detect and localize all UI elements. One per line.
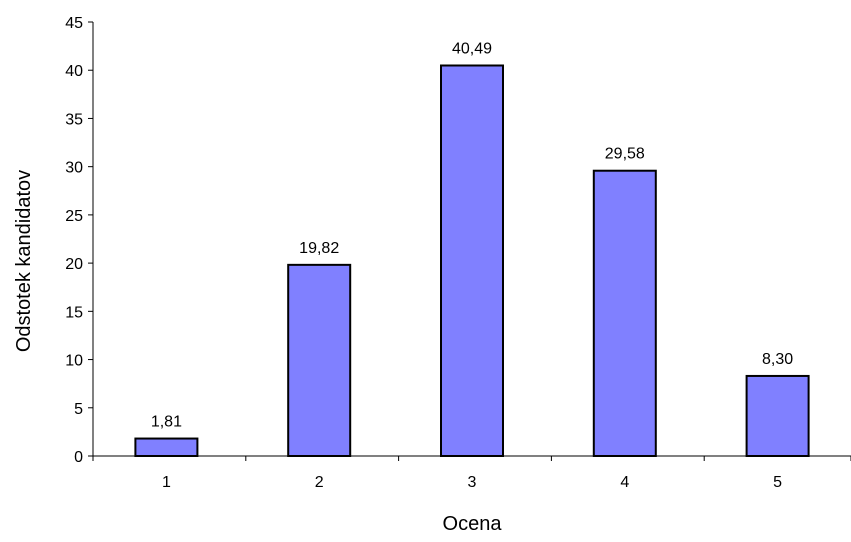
x-axis-title: Ocena — [443, 513, 503, 535]
data-label: 8,30 — [762, 351, 793, 368]
x-tick-label: 2 — [315, 474, 324, 491]
y-tick-label: 20 — [65, 256, 83, 273]
y-tick-label: 25 — [65, 208, 83, 225]
y-tick-label: 0 — [74, 449, 83, 466]
y-tick-label: 40 — [65, 63, 83, 80]
bar — [745, 374, 810, 457]
data-label: 29,58 — [605, 146, 645, 163]
y-tick-label: 45 — [65, 15, 83, 32]
bar — [134, 437, 199, 457]
y-tick-label: 5 — [74, 401, 83, 418]
y-ticks: 0 5 10 15 20 25 30 35 40 45 — [65, 15, 93, 466]
data-label: 1,81 — [151, 414, 182, 431]
x-tick-label: 1 — [162, 474, 171, 491]
data-labels: 1,81 19,82 40,49 29,58 8,30 — [151, 40, 793, 430]
bar — [440, 64, 504, 458]
data-label: 40,49 — [452, 40, 492, 57]
x-tick-label: 4 — [620, 474, 629, 491]
y-tick-label: 10 — [65, 353, 83, 370]
x-ticks: 1 2 3 4 5 — [92, 456, 851, 491]
y-axis-title: Odstotek kandidatov — [13, 170, 35, 352]
x-tick-label: 5 — [773, 474, 782, 491]
x-tick-label: 3 — [468, 474, 477, 491]
bar — [592, 169, 657, 457]
data-label: 19,82 — [299, 240, 339, 257]
y-tick-label: 35 — [65, 111, 83, 128]
y-tick-label: 30 — [65, 160, 83, 177]
bars — [134, 64, 810, 458]
y-tick-label: 15 — [65, 304, 83, 321]
x-axis: 1 2 3 4 5 — [92, 455, 851, 491]
bar — [287, 263, 352, 457]
y-axis: 0 5 10 15 20 25 30 35 40 45 — [65, 15, 94, 466]
